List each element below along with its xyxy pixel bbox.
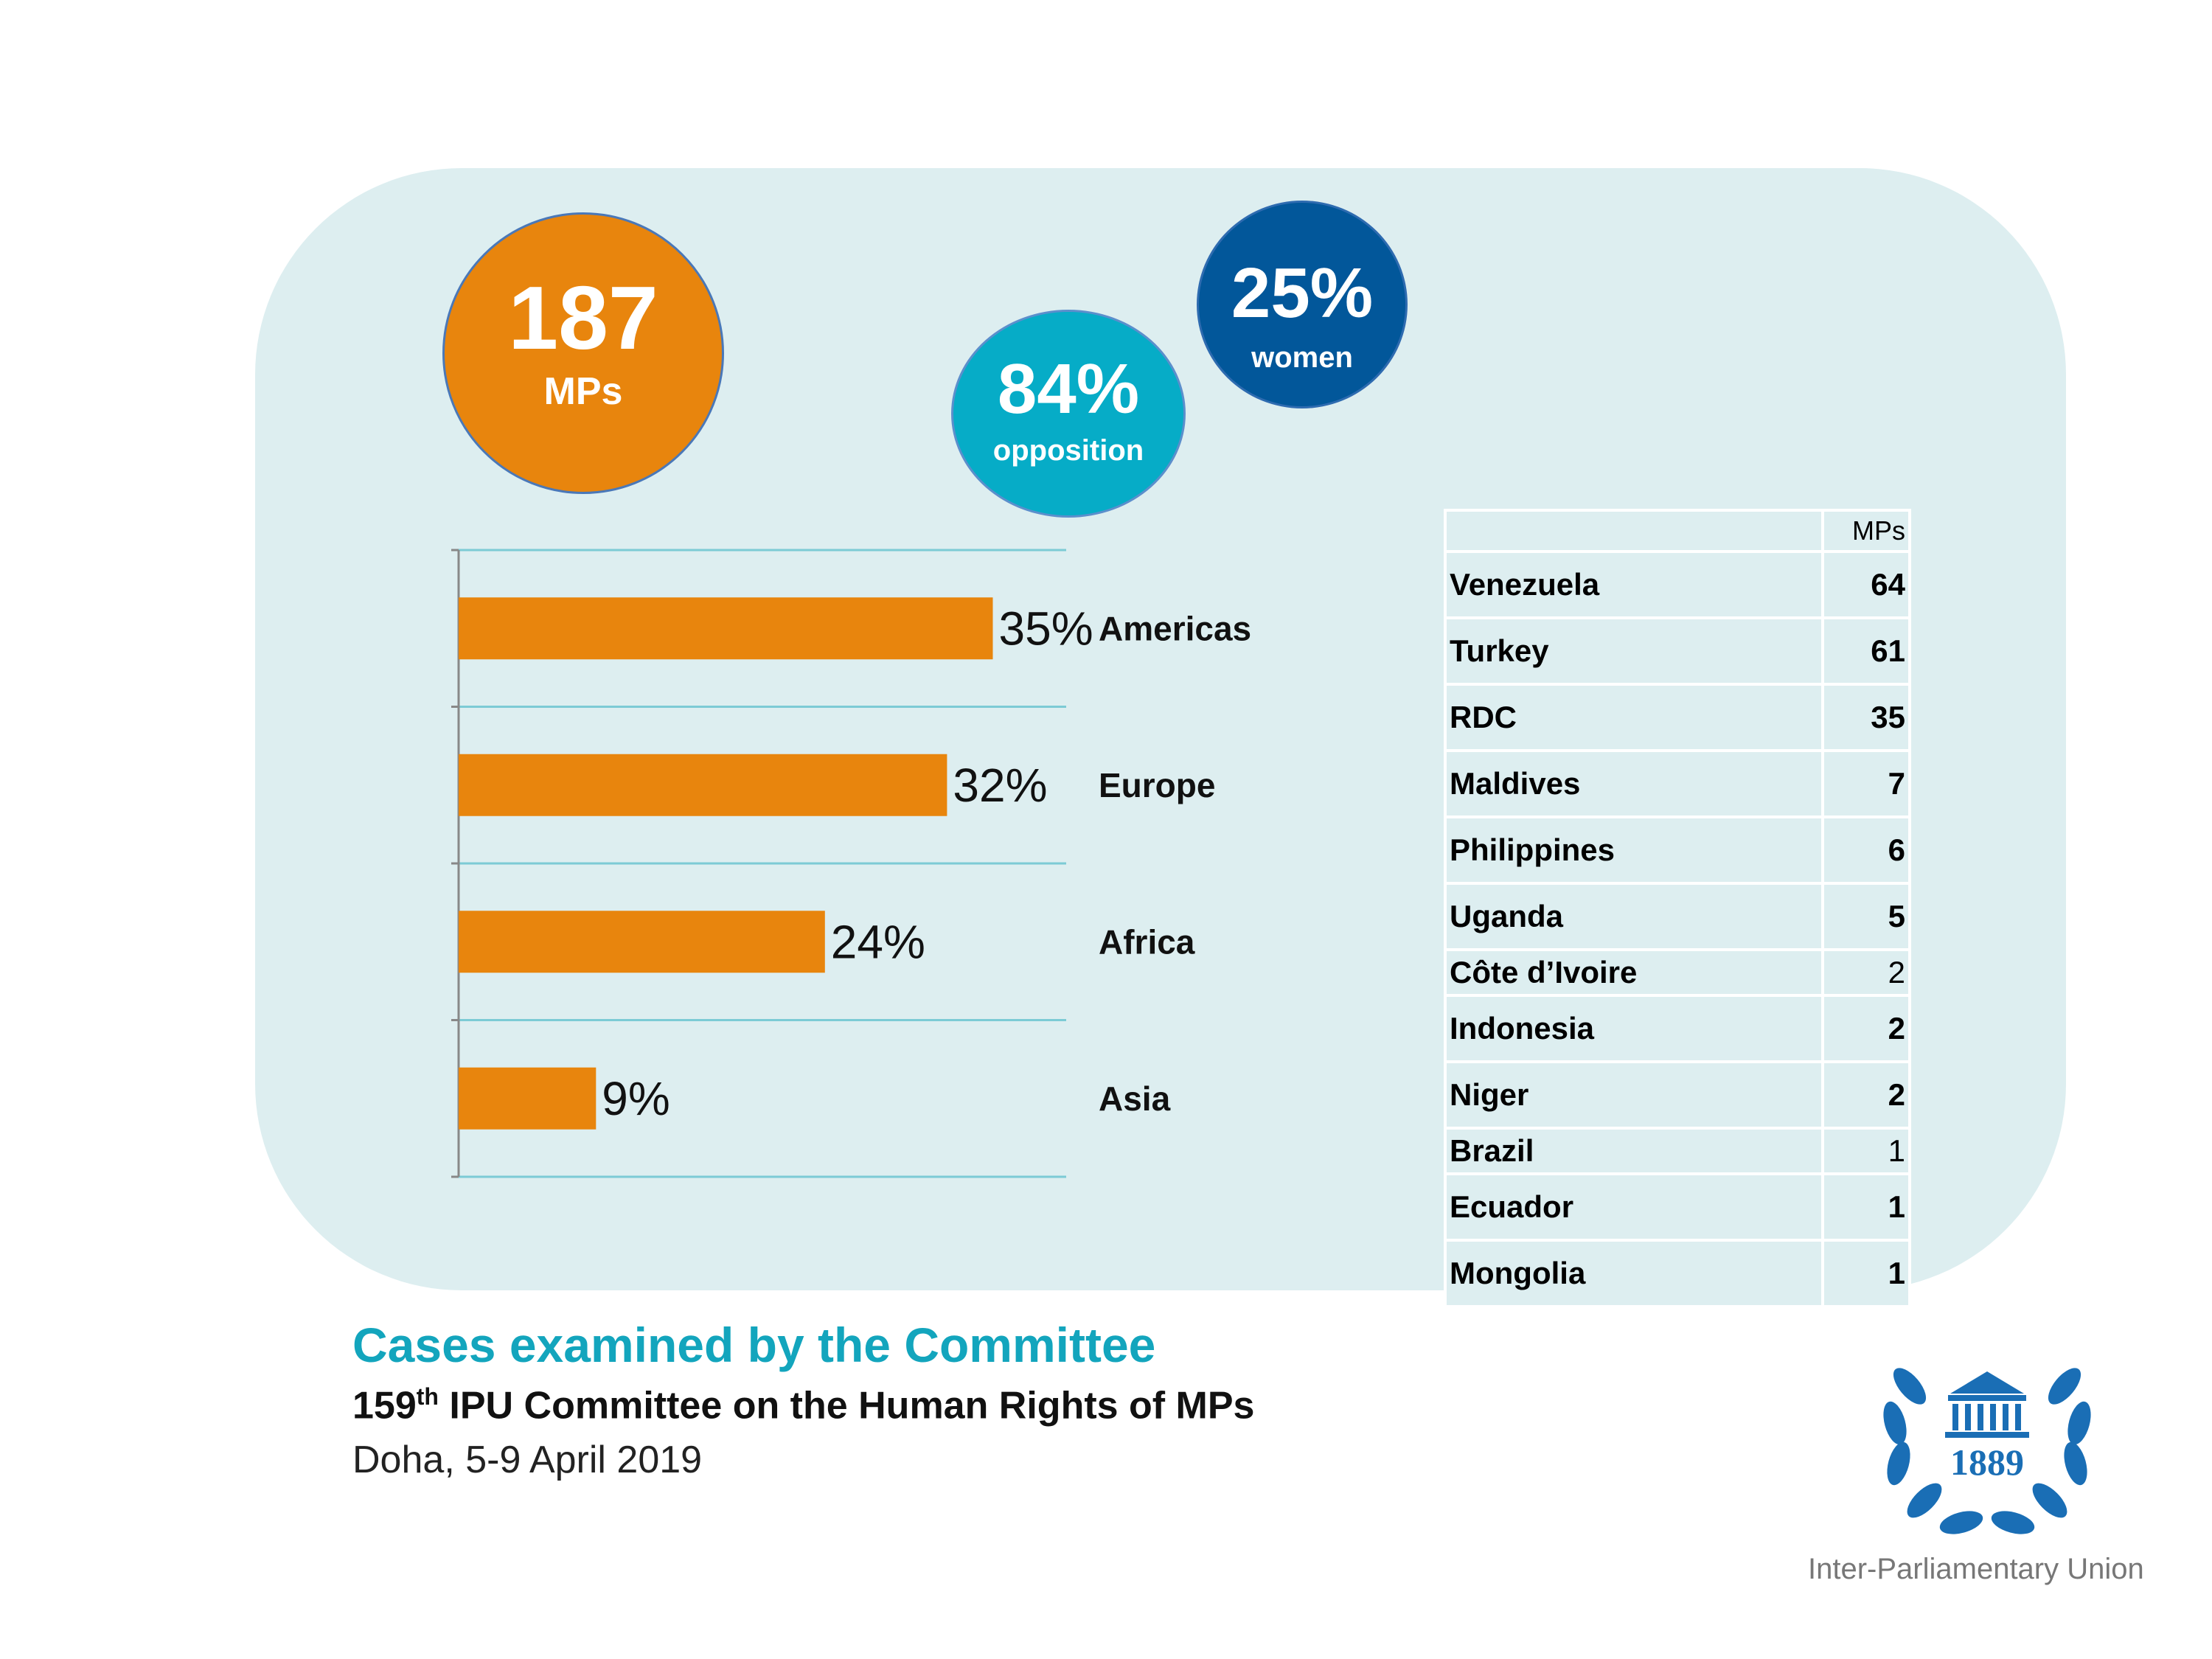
bar-americas: [459, 597, 993, 660]
women-bubble: 25% women: [1197, 201, 1408, 408]
organization-name: Inter-Parliamentary Union: [1808, 1553, 2144, 1585]
women-value: 25%: [1231, 254, 1374, 333]
table-row: Philippines 6: [1444, 815, 1911, 885]
mps-count: 1: [1821, 1239, 1911, 1308]
subtitle-ordinal: th: [416, 1383, 439, 1410]
laurel-wreath-icon: [1883, 1368, 2091, 1534]
mps-count-bubble: 187 MPs: [442, 212, 724, 494]
logo-year-text: 1889: [1950, 1441, 2024, 1483]
country-name: Indonesia: [1444, 994, 1824, 1063]
data-label: 35%: [999, 602, 1093, 655]
country-name: Venezuela: [1444, 550, 1824, 619]
mps-count: 6: [1821, 815, 1911, 885]
country-name: Niger: [1444, 1060, 1824, 1130]
table-row: Ecuador 1: [1444, 1172, 1911, 1242]
mps-count: 7: [1821, 749, 1911, 818]
page-title: Cases examined by the Committee: [352, 1318, 1156, 1372]
country-name: Turkey: [1444, 616, 1824, 686]
data-label: 32%: [953, 759, 1047, 812]
event-dateline: Doha, 5-9 April 2019: [352, 1439, 703, 1481]
category-label: Americas: [1099, 609, 1251, 647]
mps-count: 5: [1821, 882, 1911, 951]
category-label: Europe: [1099, 766, 1215, 804]
mps-count: 2: [1821, 994, 1911, 1063]
data-label: 9%: [602, 1072, 670, 1125]
data-label: 24%: [831, 915, 925, 968]
mps-count: 1: [1821, 1172, 1911, 1242]
country-name: Mongolia: [1444, 1239, 1824, 1308]
header-country: [1444, 509, 1824, 553]
table-row: Côte d’Ivoire 2: [1444, 948, 1911, 997]
table-row: Niger 2: [1444, 1060, 1911, 1130]
mps-count: 2: [1821, 1060, 1911, 1130]
country-name: Maldives: [1444, 749, 1824, 818]
bar-africa: [459, 911, 825, 973]
table-row: Uganda 5: [1444, 882, 1911, 951]
table-row: Maldives 7: [1444, 749, 1911, 818]
page-subtitle: 159th IPU Committee on the Human Rights …: [352, 1383, 1254, 1427]
subtitle-text: IPU Committee on the Human Rights of MPs: [438, 1384, 1255, 1427]
bar-asia: [459, 1067, 597, 1130]
opposition-label: opposition: [992, 434, 1144, 467]
country-name: RDC: [1444, 683, 1824, 752]
ipu-logo: 1889: [1883, 1368, 2091, 1534]
opposition-value: 84%: [997, 349, 1140, 428]
mps-count: 64: [1821, 550, 1911, 619]
subtitle-number: 159: [352, 1384, 417, 1427]
bar-europe: [459, 754, 947, 816]
table-header-row: MPs: [1444, 509, 1911, 553]
header-mps: MPs: [1821, 509, 1911, 553]
mps-count: 1: [1821, 1127, 1911, 1175]
country-name: Ecuador: [1444, 1172, 1824, 1242]
opposition-bubble: 84% opposition: [951, 310, 1186, 518]
country-name: Philippines: [1444, 815, 1824, 885]
mps-count: 2: [1821, 948, 1911, 997]
country-mps-table: MPs Venezuela 64 Turkey 61 RDC 35 Maldives 7 Phil…: [1444, 509, 1911, 1308]
table-row: Brazil 1: [1444, 1127, 1911, 1175]
country-name: Brazil: [1444, 1127, 1824, 1175]
women-label: women: [1251, 341, 1353, 374]
mps-count: 61: [1821, 616, 1911, 686]
table-row: RDC 35: [1444, 683, 1911, 752]
table-row: Mongolia 1: [1444, 1239, 1911, 1308]
category-label: Asia: [1099, 1079, 1171, 1118]
country-name: Uganda: [1444, 882, 1824, 951]
mps-count-value: 187: [508, 268, 658, 368]
parliament-building-icon: [1945, 1371, 2029, 1438]
table-row: Venezuela 64: [1444, 550, 1911, 619]
mps-count-label: MPs: [543, 370, 623, 413]
category-label: Africa: [1099, 922, 1195, 961]
mps-count: 35: [1821, 683, 1911, 752]
table-row: Indonesia 2: [1444, 994, 1911, 1063]
country-name: Côte d’Ivoire: [1444, 948, 1824, 997]
table-row: Turkey 61: [1444, 616, 1911, 686]
